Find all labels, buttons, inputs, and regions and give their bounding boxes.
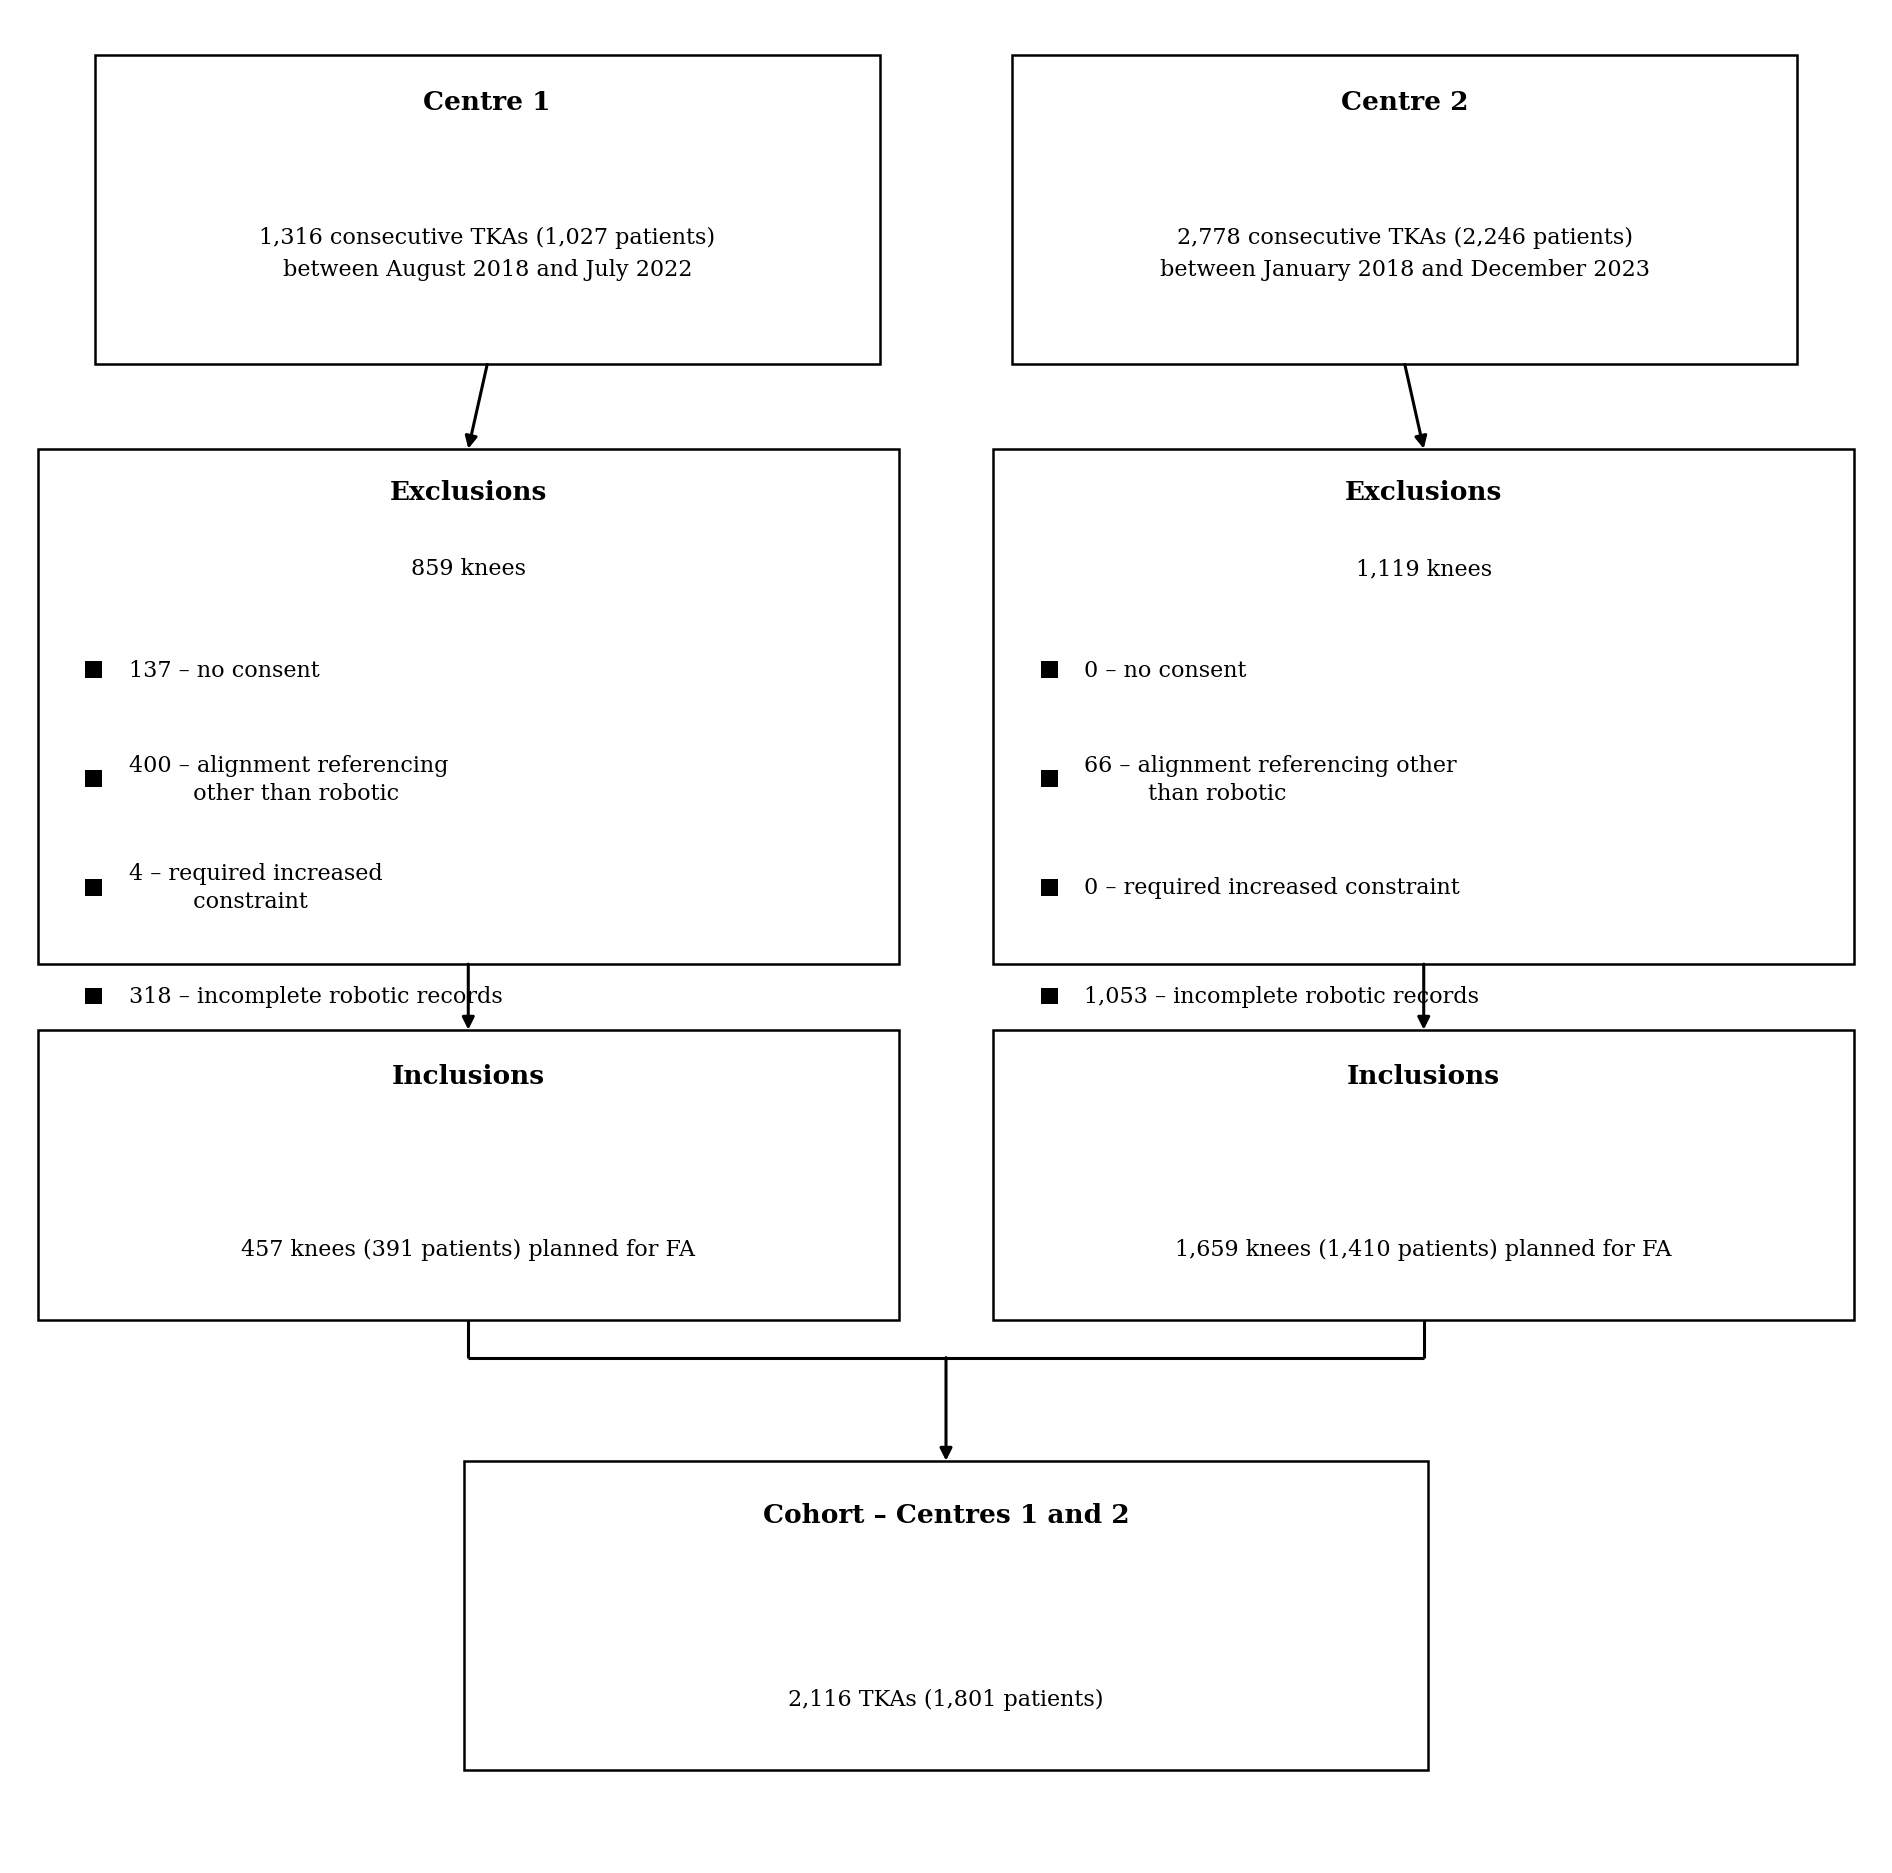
Text: Centre 1: Centre 1 xyxy=(424,90,551,114)
Bar xyxy=(1041,663,1058,678)
Bar xyxy=(85,772,102,787)
Text: Exclusions: Exclusions xyxy=(1345,479,1502,504)
Text: 0 – required increased constraint: 0 – required increased constraint xyxy=(1084,877,1461,899)
Bar xyxy=(38,1030,899,1320)
Bar xyxy=(85,989,102,1006)
Bar xyxy=(1012,56,1797,365)
Text: 1,119 knees: 1,119 knees xyxy=(1357,558,1491,581)
Text: Cohort – Centres 1 and 2: Cohort – Centres 1 and 2 xyxy=(762,1502,1130,1526)
Bar xyxy=(1041,878,1058,895)
Text: Inclusions: Inclusions xyxy=(392,1064,545,1088)
Text: Centre 2: Centre 2 xyxy=(1341,90,1468,114)
Text: 1,316 consecutive TKAs (1,027 patients)
between August 2018 and July 2022: 1,316 consecutive TKAs (1,027 patients) … xyxy=(259,227,715,281)
Text: 4 – required increased
         constraint: 4 – required increased constraint xyxy=(129,863,382,912)
Bar xyxy=(85,663,102,678)
Text: 2,778 consecutive TKAs (2,246 patients)
between January 2018 and December 2023: 2,778 consecutive TKAs (2,246 patients) … xyxy=(1160,227,1650,281)
Text: Exclusions: Exclusions xyxy=(390,479,547,504)
Text: 137 – no consent: 137 – no consent xyxy=(129,659,320,682)
Text: 318 – incomplete robotic records: 318 – incomplete robotic records xyxy=(129,985,503,1008)
Bar xyxy=(993,1030,1854,1320)
Bar xyxy=(85,878,102,895)
Bar xyxy=(1041,989,1058,1006)
Text: 859 knees: 859 knees xyxy=(411,558,526,581)
Text: 0 – no consent: 0 – no consent xyxy=(1084,659,1247,682)
Text: 400 – alignment referencing
         other than robotic: 400 – alignment referencing other than r… xyxy=(129,755,448,804)
Bar xyxy=(38,450,899,965)
Text: 2,116 TKAs (1,801 patients): 2,116 TKAs (1,801 patients) xyxy=(789,1688,1103,1710)
Bar xyxy=(464,1461,1428,1770)
Text: 66 – alignment referencing other
         than robotic: 66 – alignment referencing other than ro… xyxy=(1084,755,1457,804)
Text: 1,659 knees (1,410 patients) planned for FA: 1,659 knees (1,410 patients) planned for… xyxy=(1175,1238,1673,1261)
Bar xyxy=(95,56,880,365)
Text: Inclusions: Inclusions xyxy=(1347,1064,1500,1088)
Bar xyxy=(1041,772,1058,787)
Text: 1,053 – incomplete robotic records: 1,053 – incomplete robotic records xyxy=(1084,985,1480,1008)
Text: 457 knees (391 patients) planned for FA: 457 knees (391 patients) planned for FA xyxy=(242,1238,694,1261)
Bar xyxy=(993,450,1854,965)
